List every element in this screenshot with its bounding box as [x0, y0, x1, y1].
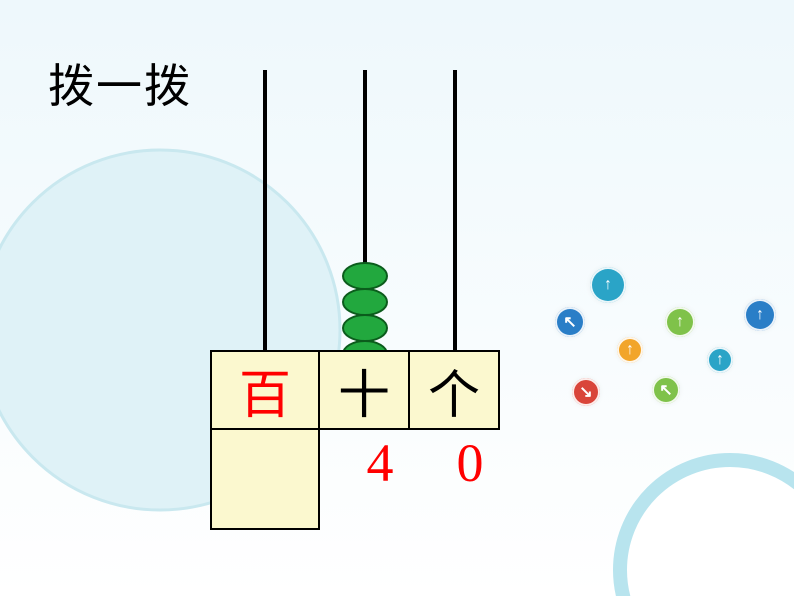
arrow-bubble-icon: ↘ — [572, 378, 600, 406]
ones-digit: 0 — [425, 432, 515, 494]
digits-row: 4 0 — [335, 432, 515, 494]
tens-label: 十 — [338, 353, 390, 428]
tens-digit: 4 — [335, 432, 425, 494]
page-title: 拨一拨 — [48, 50, 192, 116]
hundreds-label: 百 — [239, 353, 291, 428]
place-value-labels: 百 十 个 — [210, 350, 500, 430]
hundreds-box-extension — [210, 430, 320, 530]
tens-label-box: 十 — [320, 350, 410, 430]
stage: ↑↖↑↘↖↑↑↑ 拨一拨 百 十 个 4 0 — [0, 0, 794, 596]
arrow-bubble-icon: ↑ — [590, 267, 626, 303]
ones-label: 个 — [428, 353, 480, 428]
arrow-bubble-icon: ↑ — [744, 299, 776, 331]
arrow-bubble-icon: ↑ — [665, 307, 695, 337]
ones-label-box: 个 — [410, 350, 500, 430]
rods-and-beads — [210, 70, 530, 370]
arrow-bubble-icon: ↖ — [555, 307, 585, 337]
counting-frame: 百 十 个 4 0 — [210, 70, 530, 530]
arrow-bubble-icon: ↖ — [652, 376, 680, 404]
arrow-bubble-icon: ↑ — [617, 337, 643, 363]
arrow-bubble-icon: ↑ — [707, 347, 733, 373]
hundreds-label-box: 百 — [210, 350, 320, 430]
